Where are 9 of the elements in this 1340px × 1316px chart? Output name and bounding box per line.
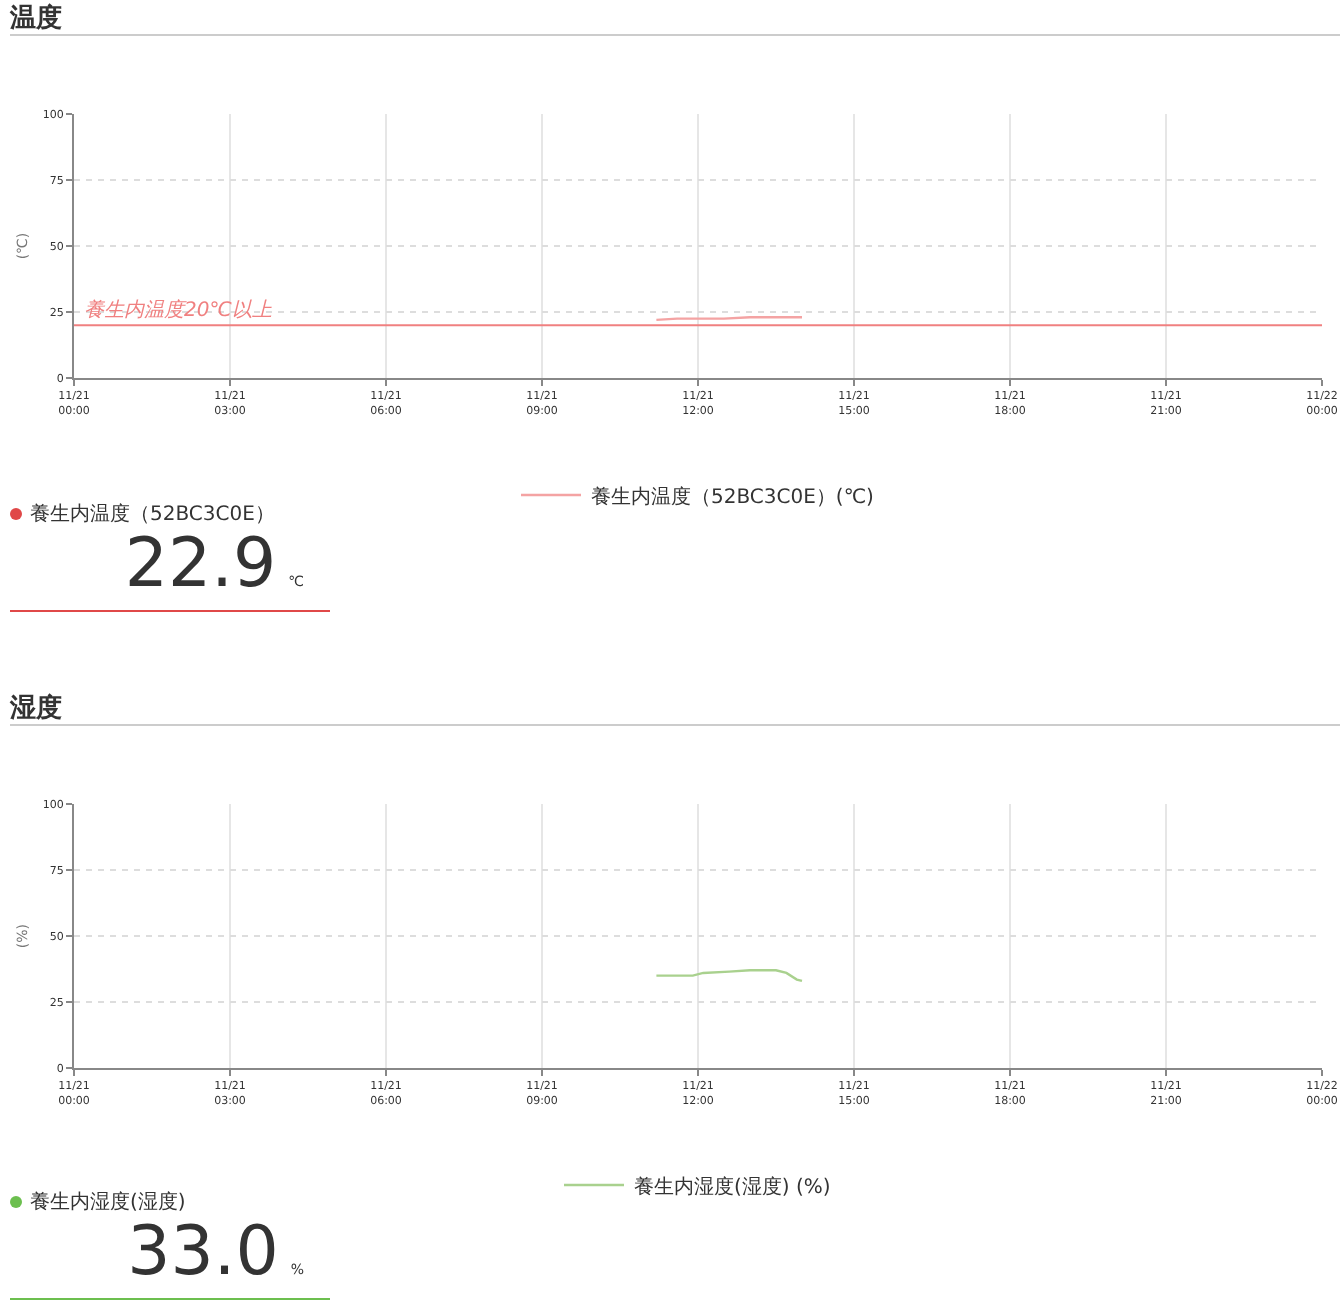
- chart-title: 温度: [10, 1, 62, 36]
- chart-title: 湿度: [10, 691, 62, 726]
- text: 22.9: [124, 524, 277, 604]
- legend-label: 養生内湿度(湿度) (%): [634, 1174, 831, 1199]
- text: 33.0: [127, 1212, 279, 1292]
- ref-line-label: 養生内温度20℃以上: [84, 298, 272, 322]
- text: 養生内温度（52BC3C0E）: [28, 501, 275, 528]
- text: 養生内湿度(湿度): [28, 1189, 186, 1216]
- legend-label: 養生内温度（52BC3C0E）(℃): [591, 484, 875, 509]
